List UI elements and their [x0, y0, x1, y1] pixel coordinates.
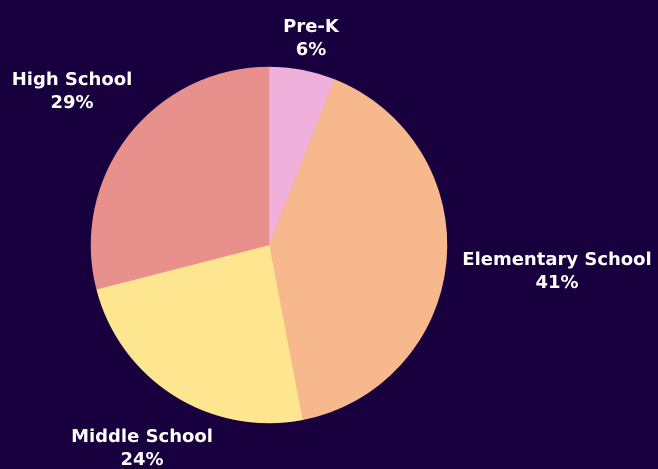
slice-value-high-school: 29%: [50, 92, 94, 113]
slice-value-elementary-school: 41%: [535, 272, 579, 293]
slice-label-middle-school: Middle School 24%: [71, 425, 213, 469]
slice-label-elementary-school: Elementary School 41%: [462, 248, 651, 294]
slice-value-middle-school: 24%: [120, 449, 164, 469]
slice-name-high-school: High School: [11, 69, 133, 90]
slice-value-pre-k: 6%: [295, 39, 327, 60]
slice-name-middle-school: Middle School: [71, 426, 213, 447]
pie-slice-high-school: [90, 66, 270, 290]
slice-label-high-school: High School 29%: [12, 68, 133, 114]
pie-slice-middle-school: [96, 244, 303, 424]
slice-name-pre-k: Pre-K: [283, 16, 339, 37]
slice-name-elementary-school: Elementary School: [462, 249, 652, 270]
slice-label-pre-k: Pre-K 6%: [283, 15, 339, 61]
pie-slice-elementary-school: [268, 79, 448, 421]
